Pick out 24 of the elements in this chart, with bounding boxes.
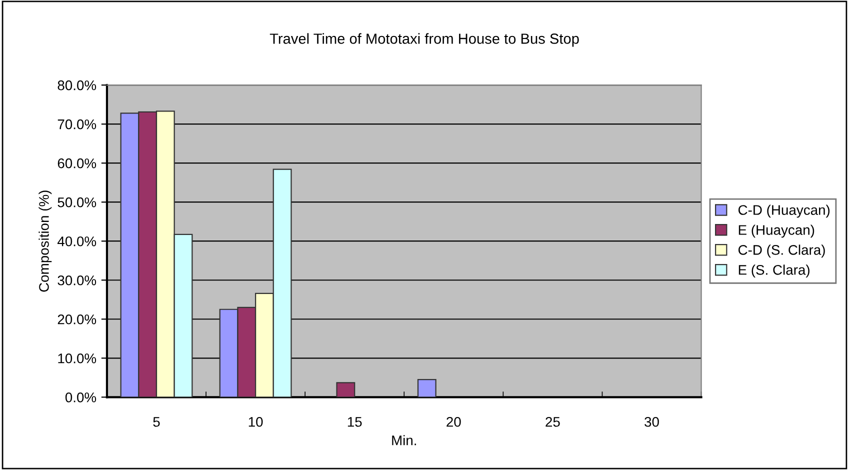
legend-label: E (Huaycan) bbox=[738, 224, 814, 238]
legend-label: C-D (S. Clara) bbox=[738, 244, 825, 258]
legend-label: C-D (Huaycan) bbox=[738, 204, 830, 218]
x-tick-label: 25 bbox=[546, 416, 560, 427]
y-tick-label: 10.0% bbox=[58, 353, 96, 364]
y-tick-label: 40.0% bbox=[57, 236, 96, 246]
bar bbox=[417, 379, 436, 398]
chart-title: Travel Time of Mototaxi from House to Bus Stop bbox=[270, 33, 579, 47]
y-tick-label: 50.0% bbox=[58, 197, 96, 208]
x-tick-label: 20 bbox=[446, 416, 461, 427]
y-tick-label: 60.0% bbox=[58, 158, 96, 168]
y-axis-title: Composition (%) bbox=[38, 190, 52, 292]
x-tick-label: 30 bbox=[644, 416, 659, 427]
y-tick-label: 30.0% bbox=[58, 275, 96, 286]
bar bbox=[336, 382, 356, 398]
x-tick-label: 5 bbox=[153, 417, 160, 427]
y-tick-label: 0.0% bbox=[65, 392, 96, 402]
x-axis-title: Min. bbox=[392, 435, 416, 446]
y-tick-label: 70.0% bbox=[58, 119, 96, 130]
y-tick-label: 20.0% bbox=[58, 314, 96, 324]
y-tick-label: 80.0% bbox=[58, 80, 96, 90]
x-tick-label: 15 bbox=[348, 417, 362, 427]
legend-label: E (S. Clara) bbox=[738, 264, 810, 278]
x-tick-label: 10 bbox=[248, 416, 263, 427]
